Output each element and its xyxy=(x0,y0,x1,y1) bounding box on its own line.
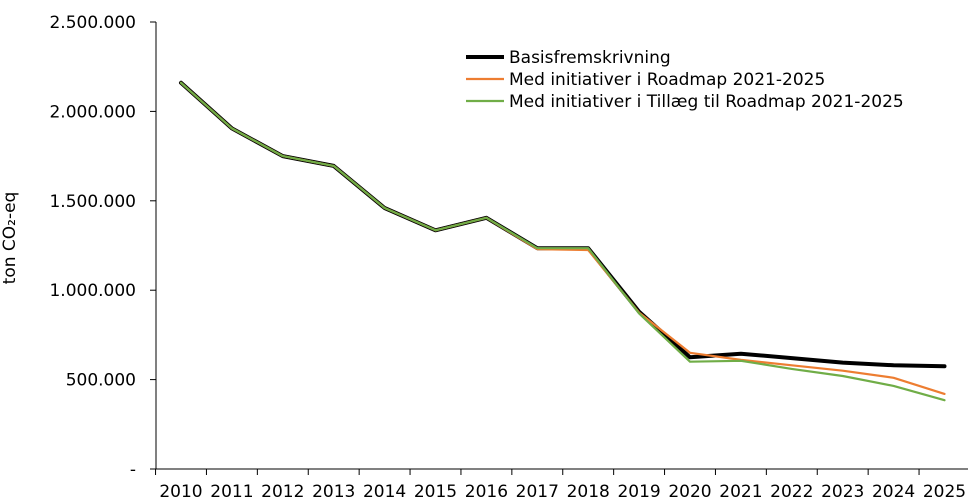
series-lines xyxy=(179,80,947,402)
x-tick-label: 2010 xyxy=(159,482,202,500)
y-tick-label: 2.500.000 xyxy=(49,13,136,33)
legend-label: Med initiativer i Roadmap 2021-2025 xyxy=(509,70,825,90)
x-tick-label: 2020 xyxy=(668,482,711,500)
x-tick-label: 2018 xyxy=(567,482,610,500)
x-tick-label: 2021 xyxy=(719,482,762,500)
legend-label: Basisfremskrivning xyxy=(509,48,671,68)
y-tick-label: 1.500.000 xyxy=(49,192,136,212)
series-line-1 xyxy=(179,80,947,369)
x-tick-label: 2014 xyxy=(363,482,406,500)
x-tick-label: 2012 xyxy=(261,482,304,500)
y-tick-label: - xyxy=(130,460,136,480)
x-tick-label: 2013 xyxy=(312,482,355,500)
y-tick-label: 500.000 xyxy=(66,371,136,391)
x-tick-label: 2011 xyxy=(210,482,253,500)
x-tick-label: 2022 xyxy=(770,482,813,500)
x-tick-label: 2017 xyxy=(516,482,559,500)
series-line-3 xyxy=(179,81,946,402)
y-axis-title: ton CO₂-eq xyxy=(0,192,20,285)
x-axis-ticks: 2010 2011 2012 2013 2014 2015 2016 2017 2018 2019… xyxy=(155,469,966,500)
x-tick-label: 2015 xyxy=(414,482,457,500)
series-line-2 xyxy=(179,81,946,395)
x-tick-label: 2019 xyxy=(617,482,660,500)
x-tick-label: 2023 xyxy=(821,482,864,500)
y-tick-label: 1.000.000 xyxy=(49,281,136,301)
x-tick-label: 2025 xyxy=(923,482,966,500)
y-axis-ticks: - 500.000 1.000.000 1.500.000 2.000.000 2.500… xyxy=(49,13,156,480)
y-tick-label: 2.000.000 xyxy=(49,102,136,122)
x-tick-label: 2016 xyxy=(465,482,508,500)
legend-label: Med initiativer i Tillæg til Roadmap 202… xyxy=(509,92,904,112)
axes xyxy=(155,22,968,470)
x-tick-label: 2024 xyxy=(872,482,915,500)
